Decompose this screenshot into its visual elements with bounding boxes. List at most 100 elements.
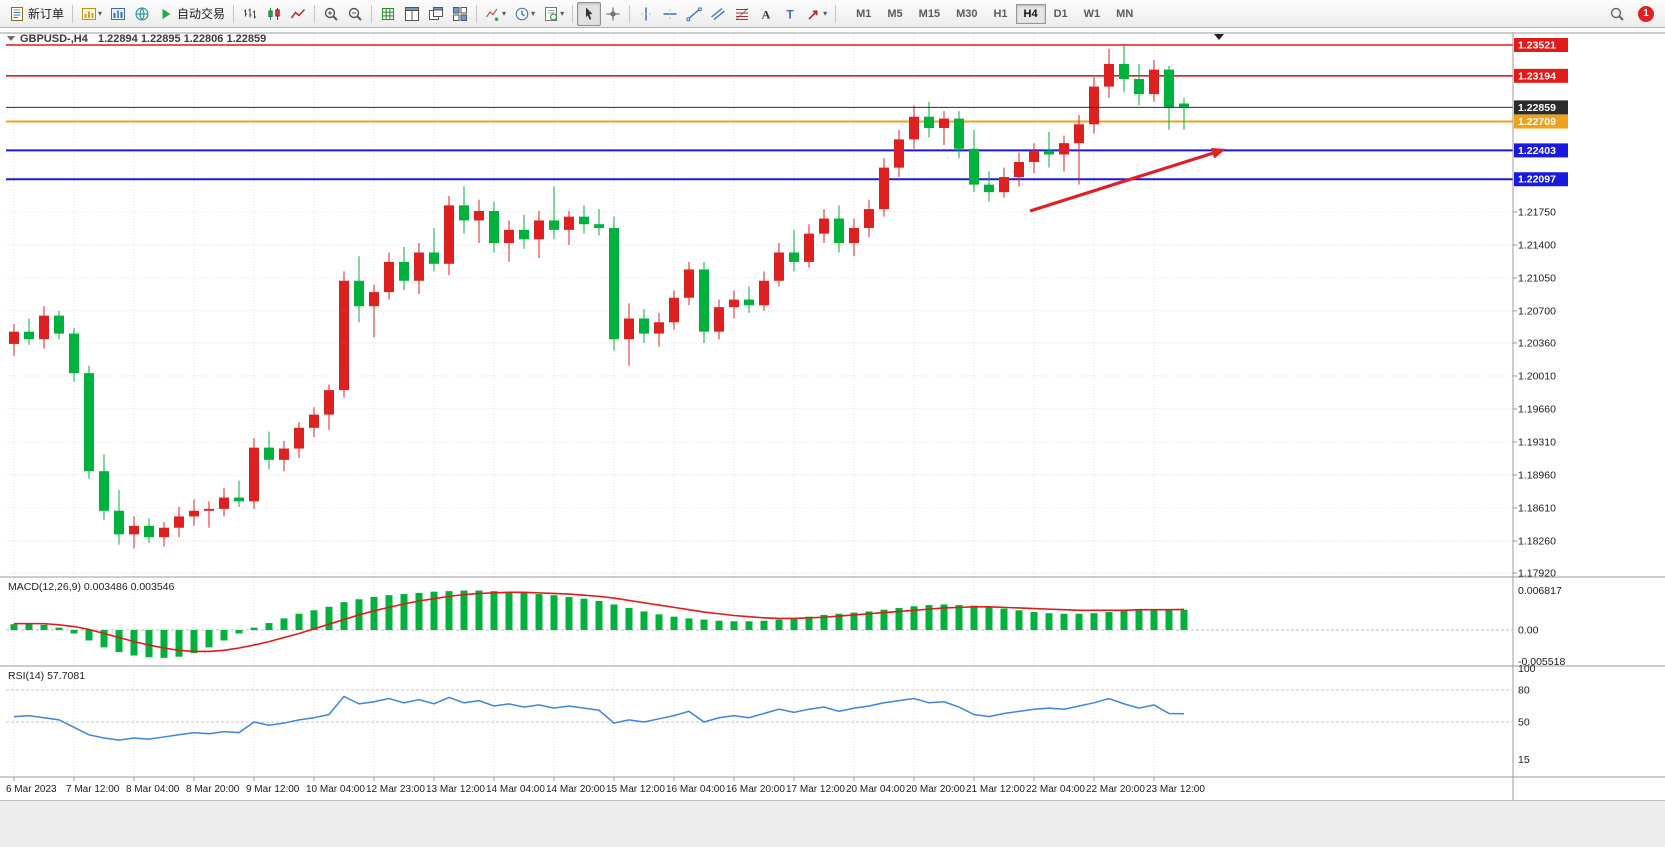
timeframe-button-mn[interactable]: MN	[1116, 7, 1134, 20]
rsi-title: RSI(14) 57.7081	[8, 670, 85, 682]
caret-icon: ▾	[823, 9, 828, 18]
crosshair-icon	[605, 6, 621, 22]
arrows-dropdown-button[interactable]: ▾	[802, 2, 831, 26]
svg-text:22 Mar 04:00: 22 Mar 04:00	[1026, 784, 1085, 795]
bar-chart-button[interactable]	[238, 2, 262, 26]
search-icon	[1609, 6, 1625, 22]
timeframe-button-m1[interactable]: M1	[856, 7, 872, 20]
svg-text:7 Mar 12:00: 7 Mar 12:00	[66, 784, 120, 795]
svg-text:23 Mar 12:00: 23 Mar 12:00	[1146, 784, 1205, 795]
toolbar-separator	[233, 4, 235, 23]
trendline-button[interactable]	[682, 2, 706, 26]
cascade-windows-icon	[428, 6, 444, 22]
rsi-panel	[6, 689, 1513, 741]
svg-text:1.18960: 1.18960	[1518, 469, 1556, 481]
trend-arrow-annotation[interactable]	[1029, 147, 1226, 213]
chart-window: 1.21750 1.21400 1.21050 1.20700 1.20360 1.200…	[0, 28, 1665, 800]
arrange-windows-icon	[452, 6, 468, 22]
cursor-arrow-icon	[581, 6, 597, 22]
caret-icon: ▾	[560, 9, 565, 18]
svg-text:1.22709: 1.22709	[1518, 116, 1556, 128]
toolbar-separator	[72, 4, 74, 23]
svg-text:1.21050: 1.21050	[1518, 272, 1556, 284]
tile-windows-button[interactable]	[400, 2, 424, 26]
svg-text:T: T	[786, 7, 794, 21]
macd-signal-line	[14, 591, 1185, 653]
fibonacci-icon	[734, 6, 750, 22]
arrows-tool-icon	[806, 6, 822, 22]
chart-profiles-icon	[110, 6, 126, 22]
svg-text:0.006817: 0.006817	[1518, 585, 1562, 597]
label-button[interactable]: T	[778, 2, 802, 26]
grid-button[interactable]	[376, 2, 400, 26]
svg-text:16 Mar 20:00: 16 Mar 20:00	[726, 784, 785, 795]
new-chart-button[interactable]: ▾	[77, 2, 106, 26]
timeframe-button-h4[interactable]: H4	[1015, 3, 1046, 24]
text-button[interactable]: A	[754, 2, 778, 26]
indicators-plus-icon	[485, 6, 501, 22]
candlestick-chart-button[interactable]	[262, 2, 286, 26]
channel-button[interactable]	[706, 2, 730, 26]
autotrade-label: 自动交易	[177, 7, 226, 21]
svg-text:20 Mar 04:00: 20 Mar 04:00	[846, 784, 905, 795]
svg-text:1.18260: 1.18260	[1518, 535, 1556, 547]
new-order-button[interactable]: 新订单	[5, 2, 68, 26]
svg-text:15 Mar 12:00: 15 Mar 12:00	[606, 784, 665, 795]
chart-shift-marker	[1214, 34, 1224, 40]
search-button[interactable]	[1605, 2, 1629, 26]
new-order-label: 新订单	[28, 7, 65, 21]
status-area	[0, 800, 1665, 847]
cursor-button[interactable]	[577, 1, 602, 26]
svg-text:1.21750: 1.21750	[1518, 206, 1556, 218]
svg-text:1.20360: 1.20360	[1518, 337, 1556, 349]
svg-text:10 Mar 04:00: 10 Mar 04:00	[306, 784, 365, 795]
zoom-in-icon	[323, 6, 339, 22]
panel-borders	[0, 32, 1665, 800]
autotrade-play-icon	[158, 6, 174, 22]
autotrade-button[interactable]: 自动交易	[154, 2, 229, 26]
notification-badge[interactable]: 1	[1638, 5, 1654, 22]
arrange-windows-button[interactable]	[448, 2, 472, 26]
timeframe-button-d1[interactable]: D1	[1053, 7, 1068, 20]
timeframe-button-m5[interactable]: M5	[887, 7, 903, 20]
period-button[interactable]: ▾	[510, 2, 539, 26]
vertical-line-button[interactable]	[634, 2, 658, 26]
grid	[6, 33, 1513, 777]
svg-text:6 Mar 2023: 6 Mar 2023	[6, 784, 57, 795]
caret-icon: ▾	[98, 9, 103, 18]
new-order-icon	[9, 6, 25, 22]
trendline-icon	[686, 6, 702, 22]
timeframe-button-m30[interactable]: M30	[956, 7, 978, 20]
zoom-out-button[interactable]	[343, 2, 367, 26]
symbol-label: GBPUSD-,H4	[20, 33, 89, 45]
period-clock-icon	[514, 6, 530, 22]
chart-profiles-button[interactable]	[106, 2, 130, 26]
price-axis[interactable]: 1.21750 1.21400 1.21050 1.20700 1.20360 1.200…	[1513, 206, 1565, 766]
cascade-windows-button[interactable]	[424, 2, 448, 26]
fibonacci-button[interactable]	[730, 2, 754, 26]
timeframe-button-w1[interactable]: W1	[1083, 7, 1101, 20]
svg-text:1.20700: 1.20700	[1518, 305, 1556, 317]
crosshair-button[interactable]	[601, 2, 625, 26]
zoom-in-button[interactable]	[319, 2, 343, 26]
collapse-triangle-icon	[7, 36, 15, 41]
svg-text:-0.005518: -0.005518	[1518, 656, 1565, 668]
macd-panel	[6, 590, 1513, 658]
svg-text:8 Mar 20:00: 8 Mar 20:00	[186, 784, 240, 795]
line-chart-button[interactable]	[286, 2, 310, 26]
price-chart[interactable]: 1.21750 1.21400 1.21050 1.20700 1.20360 1.200…	[0, 28, 1665, 800]
timeframe-button-m15[interactable]: M15	[918, 7, 941, 20]
timeframe-button-h1[interactable]: H1	[993, 7, 1008, 20]
market-watch-button[interactable]	[130, 2, 154, 26]
svg-text:1.20010: 1.20010	[1518, 370, 1556, 382]
time-axis-labels[interactable]: 6 Mar 2023 7 Mar 12:00 8 Mar 04:00 8 Mar 20…	[6, 777, 1205, 795]
svg-text:22 Mar 20:00: 22 Mar 20:00	[1086, 784, 1145, 795]
templates-button[interactable]: ▾	[539, 2, 568, 26]
toolbar-separator	[371, 4, 373, 23]
toolbar-right: 1	[1605, 2, 1660, 26]
horizontal-line-button[interactable]	[658, 2, 682, 26]
indicators-button[interactable]: ▾	[481, 2, 510, 26]
horizontal-line-objects[interactable]	[6, 44, 1513, 181]
svg-text:1.23194: 1.23194	[1518, 70, 1556, 82]
macd-title: MACD(12,26,9) 0.003486 0.003546	[8, 581, 175, 593]
